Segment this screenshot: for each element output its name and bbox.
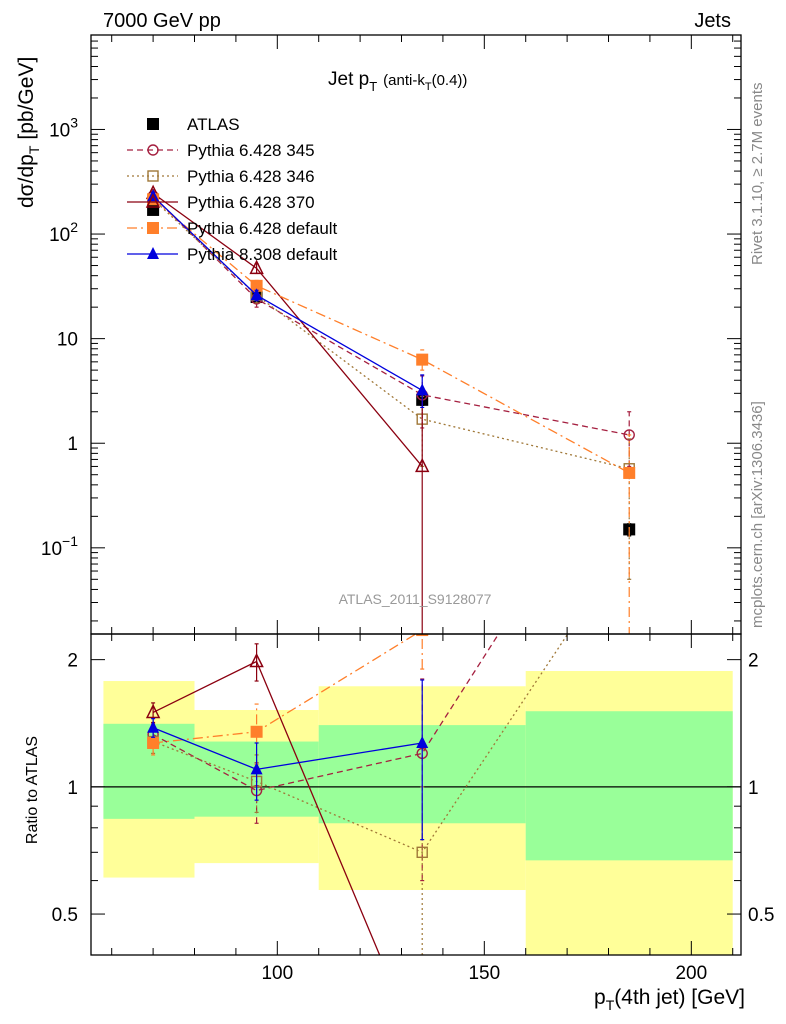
main-y-tick-label: 10 (57, 330, 78, 351)
main-y-tick-label: 103 (49, 114, 78, 141)
main-watermark: ATLAS_2011_S9128077 (339, 591, 492, 607)
ylabel-sub: T (26, 145, 42, 154)
series-p8def (147, 679, 429, 841)
ratio-y-tick-label-right: 2 (748, 651, 759, 672)
legend-item-p370: Pythia 6.428 370 (127, 193, 315, 212)
main-y-axis-label: dσ/dpT [pb/GeV] (15, 57, 42, 208)
data-point (249, 652, 264, 668)
legend-marker (145, 193, 161, 208)
ratio-plot-frame (90, 633, 742, 956)
ratio-y-tick-label: 1 (67, 778, 78, 799)
data-point (416, 383, 429, 396)
legend-label: Pythia 6.428 default (187, 219, 338, 238)
xlabel-main: p (594, 986, 606, 1009)
data-point (249, 259, 264, 275)
legend-marker (147, 170, 159, 182)
legend-marker (147, 144, 159, 156)
x-tick-label: 100 (261, 963, 293, 984)
x-tick-label: 150 (468, 963, 500, 984)
ylabel-unit: [pb/GeV] (15, 57, 38, 140)
legend-item-atlas: ATLAS (147, 115, 240, 134)
data-point (416, 846, 428, 859)
ratio-y-tick-label: 2 (67, 651, 78, 672)
title-sub: T (369, 79, 377, 94)
side-text-top: Rivet 3.1.10, ≥ 2.7M events (749, 83, 766, 266)
side-text-bottom: mcplots.cern.ch [arXiv:1306.3436] (749, 401, 766, 628)
xlabel-sub: T (606, 997, 615, 1013)
legend-label: Pythia 6.428 370 (187, 193, 315, 212)
legend-marker (147, 247, 159, 259)
plot-title: Jet pT (anti-kT(0.4)) (328, 69, 467, 94)
data-point (414, 457, 430, 473)
legend-label: ATLAS (187, 115, 240, 134)
xlabel-rest: (4th jet) [GeV] (614, 986, 745, 1009)
header-left: 7000 GeV pp (103, 10, 221, 32)
series-p370 (145, 184, 430, 634)
legend-item-p345: Pythia 6.428 345 (127, 141, 315, 160)
data-point (147, 736, 160, 749)
x-tick-label: 200 (675, 963, 707, 984)
legend-label: Pythia 6.428 345 (187, 141, 315, 160)
data-point (623, 466, 636, 479)
data-point (250, 288, 263, 301)
series-line-p6def (152, 198, 630, 474)
ratio-plot-series (145, 634, 569, 955)
legend-label: Pythia 8.308 default (187, 245, 338, 264)
ratio-y-tick-label-right: 1 (748, 778, 759, 799)
legend-item-p6def: Pythia 6.428 default (127, 219, 338, 238)
title-main: Jet p (328, 69, 369, 90)
legend-label: Pythia 6.428 346 (187, 167, 315, 186)
ylabel-main: dσ/dp (15, 154, 38, 208)
title-paren: (anti-k (383, 72, 425, 89)
data-point (145, 703, 161, 719)
data-point (623, 429, 635, 441)
ratio-y-axis-label: Ratio to ATLAS (24, 736, 41, 844)
main-y-tick-label: 102 (49, 219, 78, 246)
series-line-p346 (152, 198, 630, 470)
data-point (250, 725, 263, 738)
data-point (416, 735, 429, 748)
legend-marker (147, 222, 159, 234)
data-point (250, 762, 263, 775)
data-point (250, 279, 263, 292)
ratio-uncertainty-bands (91, 671, 741, 955)
header-right: Jets (694, 10, 731, 32)
series-line-p345 (152, 634, 500, 792)
ratio-y-tick-label: 0.5 (52, 905, 78, 926)
main-y-tick-label: 10−1 (41, 533, 78, 560)
data-point (147, 720, 160, 733)
x-axis-label: pT(4th jet) [GeV] (594, 986, 745, 1013)
title-paren-end: (0.4)) (432, 72, 468, 89)
legend-marker (147, 118, 159, 130)
data-point (416, 634, 429, 637)
main-y-tick-label: 1 (67, 434, 78, 455)
legend-item-p8def: Pythia 8.308 default (127, 245, 338, 264)
ratio-y-tick-label-right: 0.5 (748, 905, 774, 926)
legend-item-p346: Pythia 6.428 346 (127, 167, 315, 186)
legend: ATLAS Pythia 6.428 345 Pythia 6.428 346 Pyt… (127, 115, 338, 264)
series-line-p346 (152, 634, 569, 854)
title-paren-sub: T (425, 81, 432, 93)
axes: 10−1 1 10 102 103 100 150 200 0.5 0.5 1 1 2 2 (41, 34, 774, 984)
data-point (147, 203, 160, 216)
main-plot-series (145, 184, 636, 634)
series-line-p6def (153, 634, 418, 744)
band-inner-3 (525, 711, 733, 861)
data-point (416, 353, 429, 366)
